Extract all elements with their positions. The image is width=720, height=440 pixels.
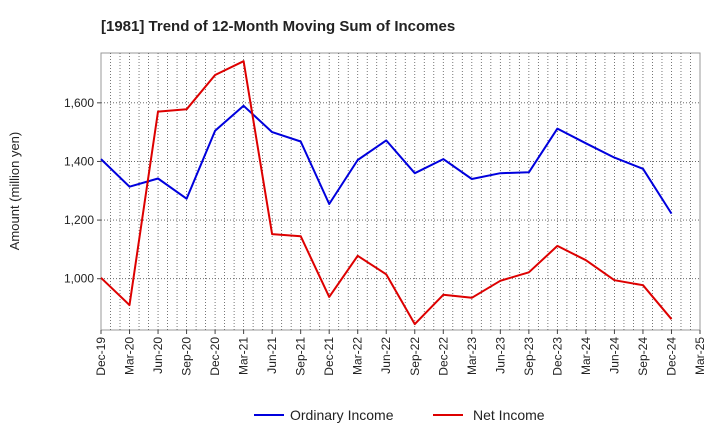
- x-tick-label: Sep-24: [636, 337, 650, 376]
- y-tick-labels: 1,000 1,200 1,400 1,600: [64, 96, 101, 286]
- x-tick-label: Jun-24: [607, 337, 621, 374]
- x-tick-label: Jun-22: [379, 337, 393, 374]
- legend-label: Net Income: [473, 407, 545, 423]
- y-tick-label: 1,000: [64, 272, 94, 286]
- legend: Ordinary Income Net Income: [254, 407, 545, 423]
- x-tick-label: Mar-24: [579, 337, 593, 375]
- x-tick-label: Sep-23: [522, 337, 536, 376]
- series-lines: [100, 60, 673, 326]
- x-tick-label: Dec-24: [665, 337, 679, 376]
- x-tick-label: Sep-21: [294, 337, 308, 376]
- legend-label: Ordinary Income: [290, 407, 394, 423]
- x-tick-label: Dec-20: [208, 337, 222, 376]
- series-line-ordinary-income: [100, 104, 673, 215]
- x-tick-label: Dec-19: [94, 337, 108, 376]
- series-line-net-income: [100, 60, 673, 326]
- x-tick-label: Dec-23: [550, 337, 564, 376]
- x-tick-label: Dec-22: [436, 337, 450, 376]
- x-tick-label: Mar-22: [351, 337, 365, 375]
- x-tick-label: Mar-25: [693, 337, 707, 375]
- x-tick-label: Jun-21: [265, 337, 279, 374]
- x-tick-label: Sep-20: [180, 337, 194, 376]
- plot-area: [100, 52, 701, 331]
- x-tick-label: Sep-22: [408, 337, 422, 376]
- y-tick-label: 1,200: [64, 213, 94, 227]
- grid-lines: [101, 53, 700, 330]
- x-tick-label: Mar-23: [465, 337, 479, 375]
- x-tick-label: Dec-21: [322, 337, 336, 376]
- y-tick-label: 1,400: [64, 154, 94, 168]
- y-tick-label: 1,600: [64, 96, 94, 110]
- y-axis-label: Amount (million yen): [7, 132, 22, 251]
- x-tick-label: Jun-20: [151, 337, 165, 374]
- x-tick-label: Jun-23: [493, 337, 507, 374]
- chart-title: [1981] Trend of 12-Month Moving Sum of I…: [101, 18, 455, 35]
- x-tick-label: Mar-20: [123, 337, 137, 375]
- x-tick-label: Mar-21: [237, 337, 251, 375]
- x-tick-labels: Dec-19 Mar-20 Jun-20 Sep-20 Dec-20 Mar-21 Jun-…: [94, 330, 707, 376]
